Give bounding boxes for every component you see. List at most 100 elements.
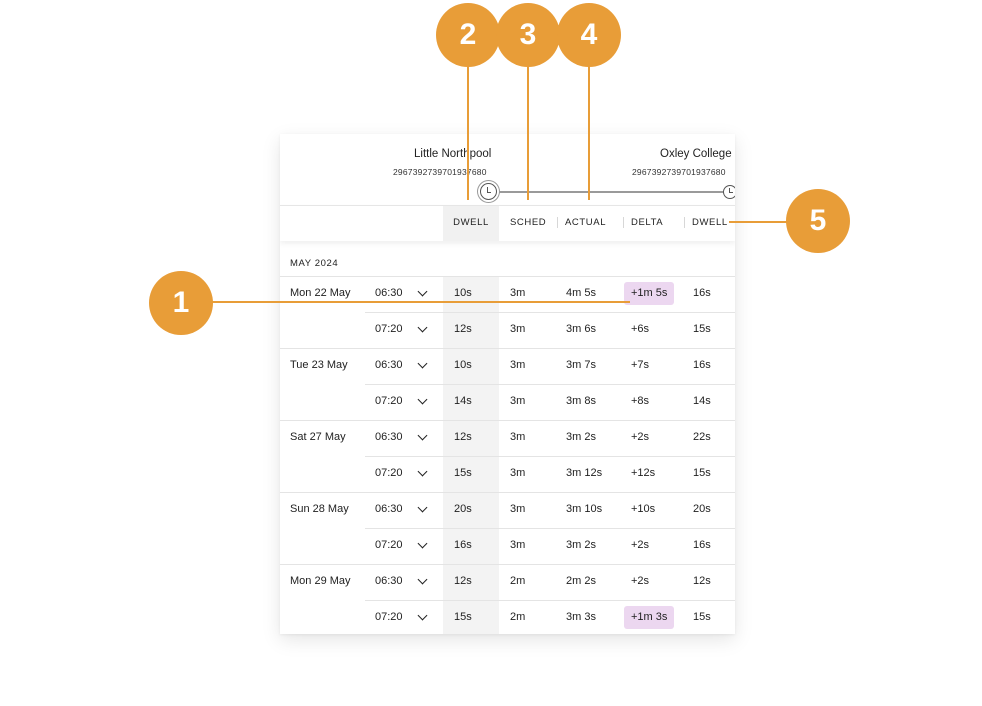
actual-value: 3m 2s — [566, 431, 596, 443]
sched-value: 3m — [510, 323, 526, 335]
delta-value: +7s — [631, 359, 650, 371]
sched-value: 3m — [510, 467, 526, 479]
column-header-row: DWELL SCHED ACTUAL DELTA DWELL — [280, 205, 735, 241]
dwell-next-value: 16s — [693, 359, 711, 371]
departure-time: 06:30 — [375, 431, 403, 443]
chevron-down-icon[interactable] — [417, 430, 428, 441]
actual-value: 3m 2s — [566, 539, 596, 551]
actual-value: 3m 12s — [566, 467, 603, 479]
delta-value: +2s — [631, 431, 650, 443]
timetable-card: Little Northpool 2967392739701937680 Oxl… — [280, 134, 735, 634]
dwell-value: 14s — [454, 395, 472, 407]
sched-value: 3m — [510, 395, 526, 407]
actual-value: 3m 7s — [566, 359, 596, 371]
delta-value: +2s — [631, 539, 650, 551]
row-divider — [365, 600, 735, 601]
sched-value: 3m — [510, 431, 526, 443]
arrival-clock-icon[interactable] — [723, 185, 735, 199]
callout-3-line — [527, 64, 529, 200]
actual-value: 3m 6s — [566, 323, 596, 335]
dwell-value: 12s — [454, 323, 472, 335]
departure-clock-icon[interactable] — [480, 183, 497, 200]
dwell-value: 10s — [454, 287, 472, 299]
date-label: Sun 28 May — [290, 503, 349, 515]
row-divider — [280, 564, 735, 565]
sched-value: 2m — [510, 575, 526, 587]
dwell-next-value: 22s — [693, 431, 711, 443]
sched-value: 3m — [510, 503, 526, 515]
chevron-down-icon[interactable] — [417, 610, 428, 621]
departure-time: 07:20 — [375, 611, 403, 623]
chevron-down-icon[interactable] — [417, 502, 428, 513]
actual-value: 4m 5s — [566, 287, 596, 299]
delta-badge: +1m 5s — [624, 282, 675, 305]
table-row: Sat 27 May 06:30 12s 3m 3m 2s +2s 22s — [280, 420, 735, 456]
table-row: Sun 28 May 06:30 20s 3m 3m 10s +10s 20s — [280, 492, 735, 528]
departure-time: 07:20 — [375, 323, 403, 335]
chevron-down-icon[interactable] — [417, 394, 428, 405]
dwell-value: 15s — [454, 611, 472, 623]
route-line — [488, 191, 730, 193]
from-stop-id: 2967392739701937680 — [393, 167, 487, 177]
delta-value: +6s — [631, 323, 650, 335]
chevron-down-icon[interactable] — [417, 322, 428, 333]
callout-4: 4 — [557, 3, 621, 67]
callout-1: 1 — [149, 271, 213, 335]
chevron-down-icon[interactable] — [417, 574, 428, 585]
date-label: Mon 22 May — [290, 287, 351, 299]
table-row: 07:20 15s 3m 3m 12s +12s 15s — [280, 456, 735, 492]
callout-2-line — [467, 64, 469, 200]
column-divider — [684, 217, 685, 228]
departure-time: 06:30 — [375, 503, 403, 515]
actual-value: 3m 10s — [566, 503, 603, 515]
dwell-value: 20s — [454, 503, 472, 515]
callout-4-line — [588, 64, 590, 200]
from-stop-name: Little Northpool — [414, 148, 492, 160]
dwell-column-band — [443, 276, 499, 634]
callout-1-line — [212, 301, 630, 303]
delta-value: +2s — [631, 575, 650, 587]
column-header-dwell[interactable]: DWELL — [443, 206, 499, 241]
callout-5: 5 — [786, 189, 850, 253]
row-divider — [280, 276, 735, 277]
column-header-actual[interactable]: ACTUAL — [565, 217, 607, 228]
column-divider — [557, 217, 558, 228]
row-divider — [365, 528, 735, 529]
month-label: MAY 2024 — [290, 258, 339, 269]
departure-time: 07:20 — [375, 467, 403, 479]
callout-2: 2 — [436, 3, 500, 67]
dwell-next-value: 16s — [693, 539, 711, 551]
table-row: Tue 23 May 06:30 10s 3m 3m 7s +7s 16s — [280, 348, 735, 384]
dwell-value: 15s — [454, 467, 472, 479]
table-row: 07:20 14s 3m 3m 8s +8s 14s — [280, 384, 735, 420]
departure-time: 07:20 — [375, 395, 403, 407]
column-header-dwell-next[interactable]: DWELL — [692, 217, 728, 228]
dwell-next-value: 15s — [693, 323, 711, 335]
actual-value: 3m 8s — [566, 395, 596, 407]
row-divider — [280, 492, 735, 493]
departure-time: 06:30 — [375, 287, 403, 299]
sched-value: 3m — [510, 287, 526, 299]
actual-value: 2m 2s — [566, 575, 596, 587]
chevron-down-icon[interactable] — [417, 466, 428, 477]
to-stop-name: Oxley College — [660, 148, 732, 160]
row-divider — [365, 312, 735, 313]
chevron-down-icon[interactable] — [417, 538, 428, 549]
chevron-down-icon[interactable] — [417, 358, 428, 369]
dwell-value: 16s — [454, 539, 472, 551]
column-header-delta[interactable]: DELTA — [631, 217, 664, 228]
row-divider — [280, 348, 735, 349]
chevron-down-icon[interactable] — [417, 286, 428, 297]
table-row: 07:20 15s 2m 3m 3s +1m 3s 15s — [280, 600, 735, 634]
column-header-sched[interactable]: SCHED — [510, 217, 547, 228]
dwell-next-value: 16s — [693, 287, 711, 299]
table-row: Mon 29 May 06:30 12s 2m 2m 2s +2s 12s — [280, 564, 735, 600]
sched-value: 3m — [510, 359, 526, 371]
date-label: Mon 29 May — [290, 575, 351, 587]
delta-value: +10s — [631, 503, 656, 515]
departure-time: 07:20 — [375, 539, 403, 551]
dwell-next-value: 14s — [693, 395, 711, 407]
dwell-value: 10s — [454, 359, 472, 371]
departure-time: 06:30 — [375, 575, 403, 587]
dwell-next-value: 15s — [693, 467, 711, 479]
